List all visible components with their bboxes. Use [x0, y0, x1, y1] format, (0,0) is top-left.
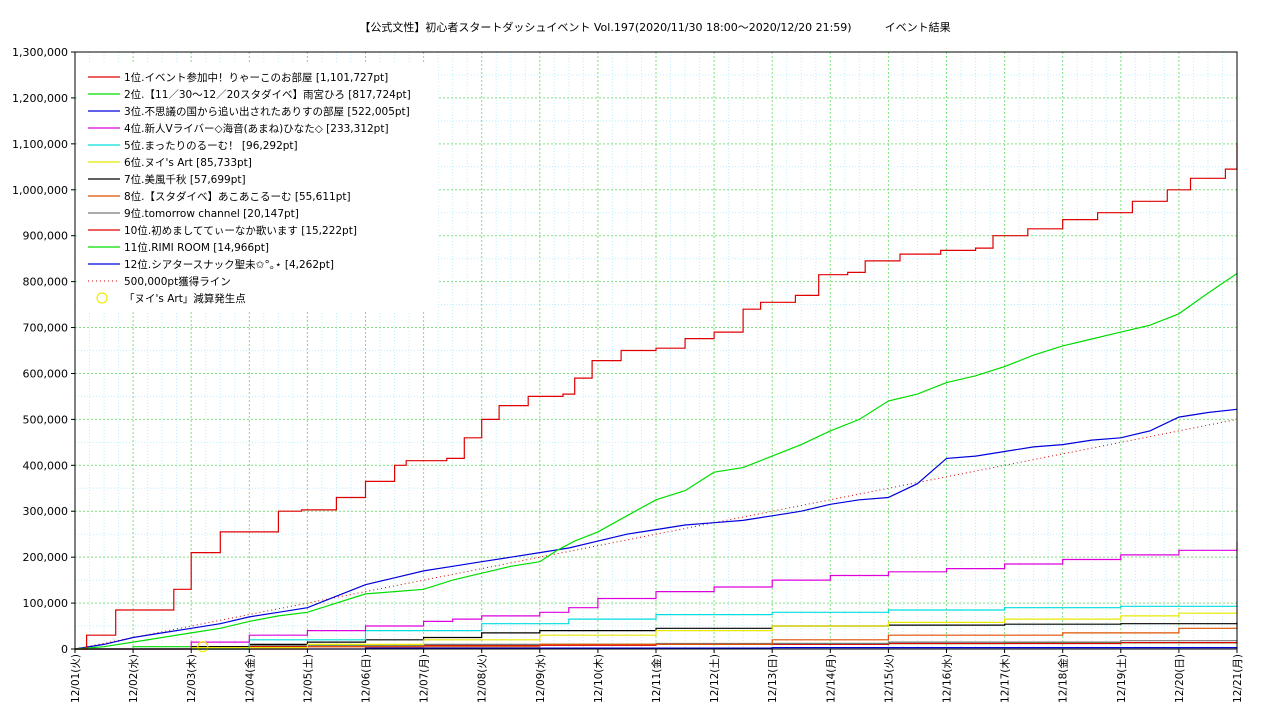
legend-label: 6位.ヌイ's Art [85,733pt]	[124, 156, 252, 169]
x-tick-label: 12/18(金)	[1057, 654, 1070, 703]
series-line	[75, 541, 1238, 650]
series-lines	[74, 143, 1238, 650]
legend-marker	[96, 292, 108, 304]
x-tick-label: 12/05(土)	[301, 654, 314, 703]
series-line	[74, 408, 1238, 650]
x-tick-label: 12/07(月)	[419, 654, 431, 703]
legend-label: 2位.【11／30〜12／20スタダイベ】雨宮ひろ [817,724pt]	[124, 88, 411, 101]
y-tick-label: 500,000	[23, 413, 69, 426]
legend-label: 10位.初めましててぃーなか歌います [15,222pt]	[124, 224, 357, 237]
x-tick-label: 12/02(水)	[128, 654, 140, 703]
legend-label: 8位.【スタダイベ】あこあこるーむ [55,611pt]	[124, 190, 351, 203]
y-tick-label: 1,200,000	[12, 92, 68, 105]
y-tick-label: 300,000	[23, 505, 69, 518]
y-tick-label: 1,300,000	[12, 46, 68, 59]
x-tick-label: 12/20(日)	[1174, 654, 1186, 703]
legend-box	[78, 64, 438, 312]
x-tick-label: 12/06(日)	[361, 654, 373, 703]
series-line	[75, 623, 1238, 650]
reference-line	[74, 418, 1238, 650]
legend-label: 3位.不思議の国から追い出されたありすの部屋 [522,005pt]	[124, 105, 410, 118]
legend-label: 500,000pt獲得ライン	[124, 275, 231, 288]
x-tick-label: 12/19(土)	[1115, 654, 1128, 703]
axes: 0 100,000 200,000 300,000 400,000 500,000 600,…	[12, 46, 1244, 703]
x-tick-label: 12/17(木)	[1000, 654, 1012, 703]
x-tick-label: 12/10(木)	[593, 654, 605, 703]
y-tick-label: 800,000	[23, 276, 69, 289]
markers	[197, 641, 209, 653]
x-tick-label: 12/13(日)	[767, 654, 779, 703]
x-tick-label: 12/16(水)	[942, 654, 954, 703]
y-tick-label: 1,000,000	[12, 184, 68, 197]
series-line	[75, 622, 1238, 650]
x-tick-label: 12/08(火)	[477, 654, 489, 703]
series-line	[75, 143, 1238, 650]
x-tick-label: 12/04(金)	[243, 654, 256, 703]
series-line	[75, 609, 1238, 650]
series-line	[75, 604, 1238, 650]
legend-label: 7位.美風千秋 [57,699pt]	[124, 173, 246, 186]
legend-label: 12位.シアタースナック聖未✩°｡⋆ [4,262pt]	[124, 258, 334, 271]
chart-title: 【公式文性】初心者スタートダッシュイベント Vol.197(2020/11/30…	[359, 20, 950, 34]
x-tick-label: 12/12(土)	[708, 654, 721, 703]
legend-label: 1位.イベント参加中！りゃーこのお部屋 [1,101,727pt]	[124, 71, 388, 84]
legend: 1位.イベント参加中！りゃーこのお部屋 [1,101,727pt] 2位.【11／…	[78, 64, 438, 312]
marker-point	[197, 641, 209, 653]
series-line	[74, 273, 1238, 650]
legend-label: 「ヌイ's Art」減算発生点	[124, 292, 246, 305]
y-tick-label: 100,000	[23, 597, 69, 610]
reference-lines	[74, 418, 1238, 650]
x-tick-label: 12/14(月)	[825, 654, 837, 703]
x-tick-label: 12/09(水)	[535, 654, 547, 703]
y-tick-label: 600,000	[23, 367, 69, 380]
y-tick-label: 1,100,000	[12, 138, 68, 151]
legend-label: 9位.tomorrow channel [20,147pt]	[124, 207, 299, 220]
x-tick-label: 12/21(月)	[1232, 654, 1244, 703]
y-tick-label: 0	[61, 643, 68, 656]
y-tick-label: 400,000	[23, 459, 69, 472]
y-tick-label: 900,000	[23, 230, 69, 243]
y-tick-label: 200,000	[23, 551, 69, 564]
x-tick-label: 12/11(金)	[650, 654, 663, 703]
x-tick-label: 12/03(木)	[186, 654, 198, 703]
x-tick-label: 12/15(火)	[883, 654, 895, 703]
legend-label: 5位.まったりのるーむ！ [96,292pt]	[124, 139, 298, 152]
y-tick-label: 700,000	[23, 322, 69, 335]
legend-label: 4位.新人Vライバー◇海音(あまね)ひなた◇ [233,312pt]	[124, 122, 389, 135]
legend-label: 11位.RIMI ROOM [14,966pt]	[124, 241, 269, 254]
x-tick-label: 12/01(火)	[70, 654, 82, 703]
